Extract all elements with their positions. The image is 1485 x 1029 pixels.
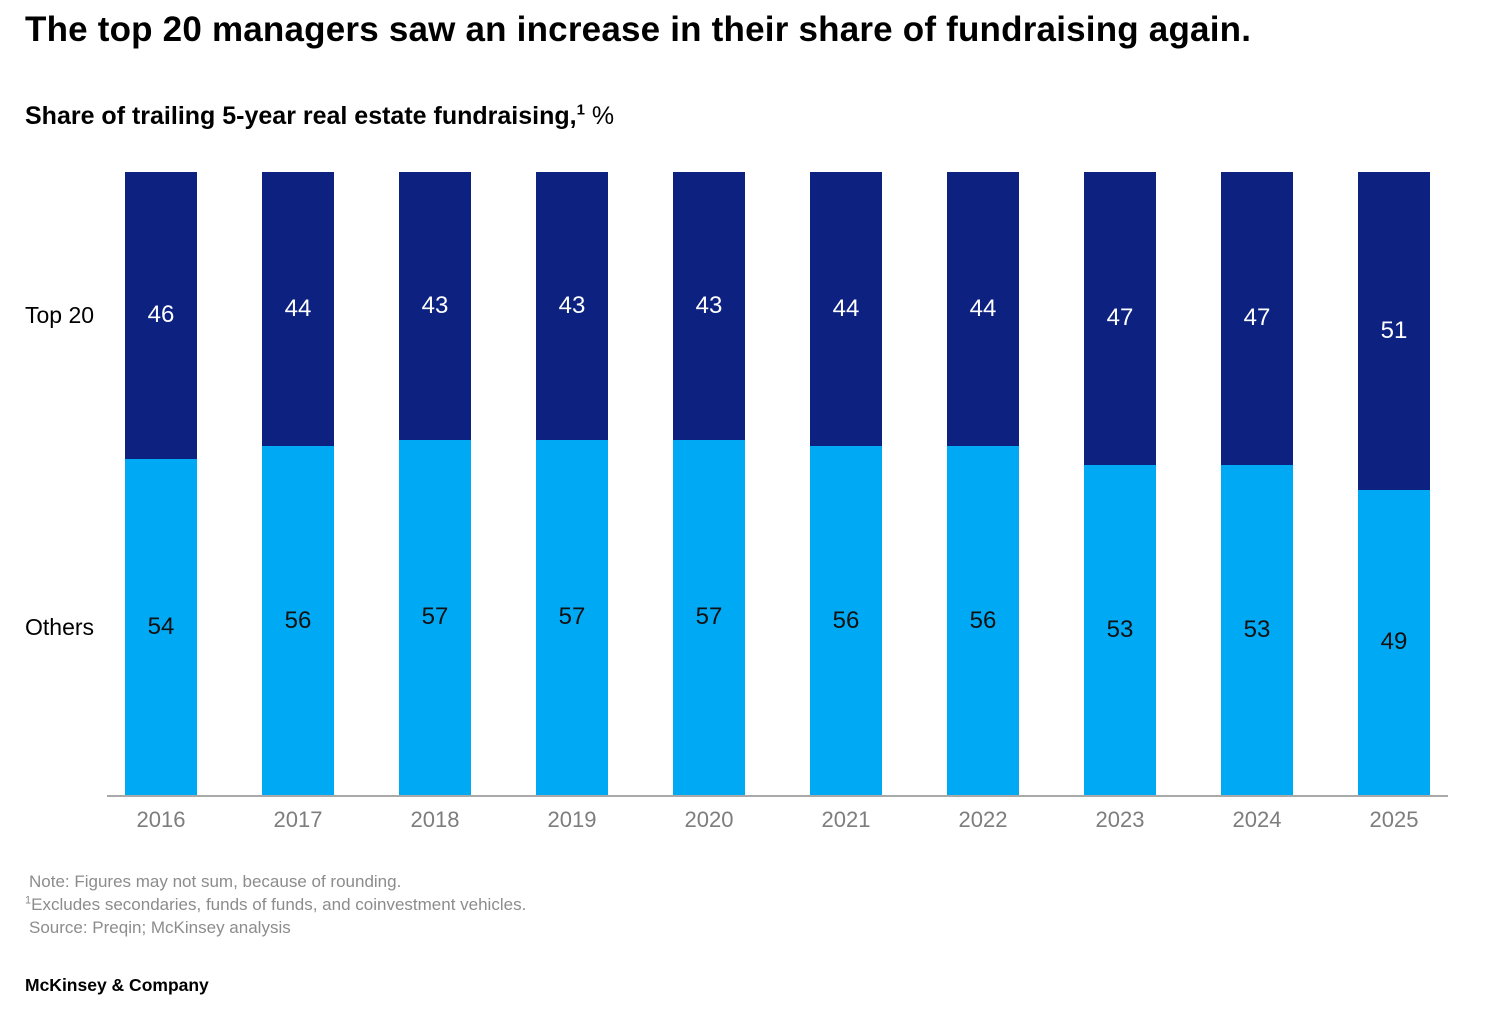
x-tick-2017: 2017 [273, 807, 323, 832]
bar-segment-top20-2024: 47 [1221, 172, 1293, 465]
chart-notes: Note: Figures may not sum, because of ro… [25, 870, 526, 939]
bar-2017: 44 56 [262, 172, 334, 795]
bar-2021: 44 56 [810, 172, 882, 795]
bar-2016: 46 54 [125, 172, 197, 795]
x-tick-2023: 2023 [1095, 807, 1145, 832]
segment-value-label: 51 [1380, 316, 1408, 344]
segment-value-label: 43 [558, 291, 586, 319]
bar-segment-top20-2022: 44 [947, 172, 1019, 447]
segment-value-label: 53 [1243, 615, 1271, 643]
note-footnote-marker: 1 [25, 894, 32, 907]
segment-value-label: 47 [1106, 304, 1134, 332]
segment-value-label: 57 [421, 603, 449, 631]
segment-value-label: 46 [147, 301, 175, 329]
bar-2019: 43 57 [536, 172, 608, 795]
bar-segment-others-2016: 54 [125, 458, 197, 795]
bar-segment-others-2024: 53 [1221, 464, 1293, 795]
segment-value-label: 43 [421, 291, 449, 319]
bar-segment-others-2025: 49 [1358, 489, 1430, 795]
segment-value-label: 49 [1380, 628, 1408, 656]
segment-value-label: 56 [832, 606, 860, 634]
x-tick-2021: 2021 [821, 807, 871, 832]
bar-segment-top20-2019: 43 [536, 172, 608, 440]
bar-segment-others-2017: 56 [262, 446, 334, 795]
segment-value-label: 44 [969, 295, 997, 323]
segment-value-label: 56 [284, 606, 312, 634]
bar-segment-others-2018: 57 [399, 439, 471, 795]
x-tick-2019: 2019 [547, 807, 597, 832]
stacked-bar-chart: 46 54 44 56 43 57 43 57 43 57 44 56 44 56 47 53 47 53 51 49 [107, 172, 1448, 797]
page-title: The top 20 managers saw an increase in t… [25, 10, 1252, 49]
segment-value-label: 54 [147, 612, 175, 640]
segment-value-label: 56 [969, 606, 997, 634]
x-tick-2025: 2025 [1369, 807, 1419, 832]
bar-segment-top20-2016: 46 [125, 172, 197, 459]
x-tick-2016: 2016 [136, 807, 186, 832]
bar-2025: 51 49 [1358, 172, 1430, 795]
segment-value-label: 43 [695, 291, 723, 319]
bar-segment-others-2019: 57 [536, 439, 608, 795]
bar-segment-others-2022: 56 [947, 446, 1019, 795]
series-label-top20: Top 20 [25, 302, 95, 329]
x-tick-2024: 2024 [1232, 807, 1282, 832]
segment-value-label: 53 [1106, 615, 1134, 643]
segment-value-label: 47 [1243, 304, 1271, 332]
bar-segment-top20-2021: 44 [810, 172, 882, 447]
x-tick-2020: 2020 [684, 807, 734, 832]
bar-2018: 43 57 [399, 172, 471, 795]
bar-segment-top20-2018: 43 [399, 172, 471, 440]
x-tick-2022: 2022 [958, 807, 1008, 832]
mckinsey-logo-text: McKinsey & Company [25, 975, 209, 995]
bar-segment-others-2023: 53 [1084, 464, 1156, 795]
note-source: Source: Preqin; McKinsey analysis [29, 918, 291, 937]
bar-2024: 47 53 [1221, 172, 1293, 795]
segment-value-label: 57 [558, 603, 586, 631]
note-footnote: 1Excludes secondaries, funds of funds, a… [25, 894, 527, 914]
footnote-marker: 1 [576, 101, 585, 119]
bar-segment-others-2020: 57 [673, 439, 745, 795]
chart-subtitle-text: Share of trailing 5-year real estate fun… [25, 102, 577, 130]
bar-segment-top20-2017: 44 [262, 172, 334, 447]
note-rounding: Note: Figures may not sum, because of ro… [29, 872, 402, 891]
segment-value-label: 44 [832, 295, 860, 323]
segment-value-label: 44 [284, 295, 312, 323]
bar-segment-top20-2020: 43 [673, 172, 745, 440]
bar-2020: 43 57 [673, 172, 745, 795]
bar-2022: 44 56 [947, 172, 1019, 795]
bar-segment-top20-2025: 51 [1358, 172, 1430, 490]
segment-value-label: 57 [695, 603, 723, 631]
bar-segment-others-2021: 56 [810, 446, 882, 795]
bar-segment-top20-2023: 47 [1084, 172, 1156, 465]
bar-2023: 47 53 [1084, 172, 1156, 795]
chart-subtitle: Share of trailing 5-year real estate fun… [25, 100, 614, 132]
series-label-others: Others [25, 613, 95, 640]
x-tick-2018: 2018 [410, 807, 460, 832]
chart-unit-label: % [584, 102, 615, 130]
